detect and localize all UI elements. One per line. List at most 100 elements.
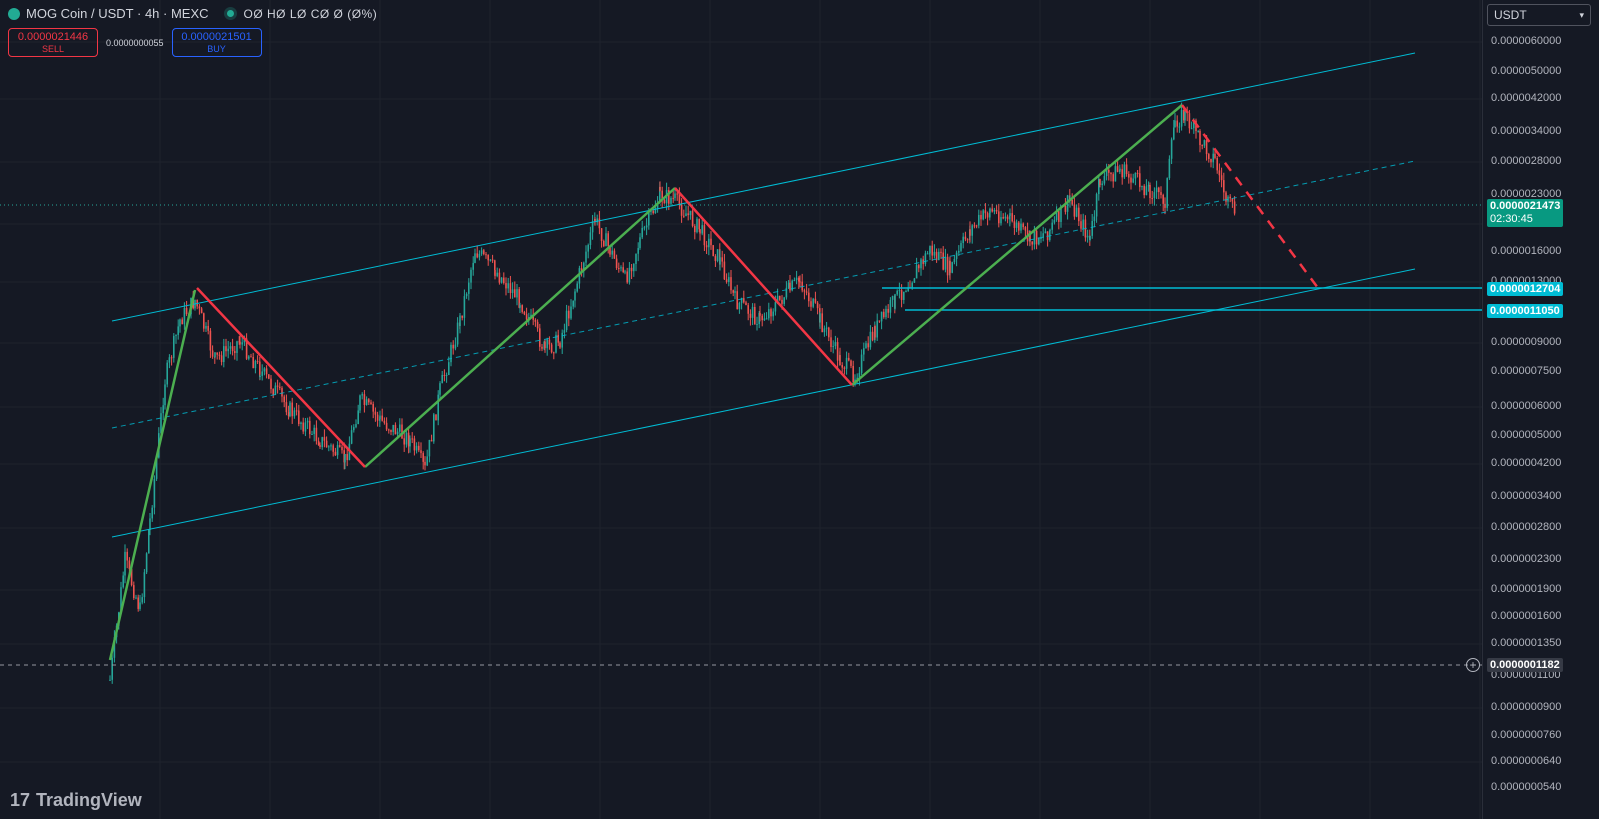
axis-tick-label: 0.0000034000 <box>1491 125 1562 137</box>
candle-body <box>1220 175 1223 181</box>
candle-body <box>485 254 487 256</box>
candle-body <box>223 346 225 363</box>
candle-body <box>887 308 889 313</box>
candle-body <box>1183 109 1185 121</box>
candle-body <box>227 348 229 352</box>
candle-body <box>365 399 368 405</box>
candle-body <box>148 529 150 554</box>
candle-body <box>1110 172 1112 175</box>
impulse-down-line <box>674 187 853 386</box>
axis-tick-label: 0.0000005000 <box>1491 429 1562 441</box>
candle-body <box>1002 217 1004 219</box>
axis-tick-label: 0.0000050000 <box>1491 65 1562 77</box>
candle-body <box>430 439 433 442</box>
candle-body <box>1160 192 1162 195</box>
candle-body <box>183 307 186 325</box>
candle-body <box>576 283 578 292</box>
candle-body <box>1013 221 1016 228</box>
candle-body <box>166 362 168 385</box>
candle-body <box>845 357 848 369</box>
axis-tick-label: 0.0000016000 <box>1491 245 1562 257</box>
candle-body <box>401 424 403 439</box>
candle-body <box>630 267 633 272</box>
candle-body <box>989 208 991 213</box>
candle-body <box>1035 230 1038 245</box>
candle-body <box>1134 172 1137 179</box>
candle-body <box>774 302 777 312</box>
candle-body <box>311 433 313 435</box>
symbol-title[interactable]: MOG Coin / USDT · 4h · MEXC <box>26 6 209 21</box>
candle-body <box>388 429 390 431</box>
candle-body <box>357 410 359 425</box>
candle-body <box>1188 113 1191 129</box>
candle-body <box>745 302 747 306</box>
candle-body <box>470 269 472 283</box>
buy-label: BUY <box>207 43 226 54</box>
candle-body <box>239 341 241 345</box>
sell-label: SELL <box>41 43 65 54</box>
candle-body <box>758 312 760 324</box>
candle-body <box>825 327 828 329</box>
axis-tick-label: 0.0000000540 <box>1491 781 1562 793</box>
candle-body <box>1040 237 1042 239</box>
candle-body <box>200 308 203 314</box>
candle-body <box>763 318 766 321</box>
tradingview-watermark: 17 TradingView <box>10 790 142 810</box>
candle-body <box>476 253 478 258</box>
candle-body <box>765 318 768 320</box>
candle-body <box>1031 241 1033 245</box>
candle-body <box>751 306 754 318</box>
candle-body <box>489 259 492 261</box>
candle-body <box>801 281 803 291</box>
candle-body <box>424 461 426 466</box>
candle-body <box>787 282 790 288</box>
sell-button[interactable]: 0.0000021446 SELL <box>8 28 98 57</box>
axis-tick-label: 0.0000002300 <box>1491 553 1562 565</box>
candle-body <box>203 313 205 329</box>
candle-body <box>980 214 982 220</box>
candle-body <box>521 305 523 312</box>
candle-body <box>231 346 234 352</box>
candle-body <box>624 271 626 273</box>
candle-body <box>951 262 953 273</box>
candle-body <box>518 289 520 308</box>
candle-body <box>969 229 971 236</box>
candle-body <box>546 339 548 349</box>
candle-body <box>407 432 410 447</box>
candle-body <box>459 315 461 327</box>
add-alert-icon[interactable]: + <box>1466 658 1480 672</box>
candle-body <box>1205 140 1208 155</box>
chart-canvas[interactable] <box>0 0 1482 819</box>
sell-price: 0.0000021446 <box>17 30 89 43</box>
candle-body <box>816 302 819 309</box>
candle-body <box>1018 222 1020 231</box>
candle-body <box>252 356 254 369</box>
axis-tick-label: 0.0000042000 <box>1491 92 1562 104</box>
candle-body <box>578 268 581 284</box>
buy-button[interactable]: 0.0000021501 BUY <box>171 28 262 57</box>
candle-body <box>1060 205 1062 222</box>
candle-body <box>940 251 942 253</box>
candle-body <box>832 346 834 348</box>
candle-body <box>783 297 785 304</box>
candle-body <box>768 309 770 319</box>
candle-body <box>1125 164 1128 175</box>
currency-select[interactable]: USDT ▾ <box>1487 4 1591 26</box>
candle-body <box>605 233 607 247</box>
candle-body <box>911 282 913 289</box>
candle-body <box>261 371 263 376</box>
candle-body <box>1168 158 1171 179</box>
price-axis[interactable]: 0.0000060000 0.0000050000 0.0000042000 0.00… <box>1482 0 1599 819</box>
candle-body <box>399 424 401 432</box>
symbol-legend[interactable]: MOG Coin / USDT · 4h · MEXC OØ HØ LØ CØ … <box>8 6 377 21</box>
candle-body <box>1011 213 1013 222</box>
candle-body <box>843 367 846 369</box>
candle-body <box>1064 205 1067 212</box>
candle-body <box>270 378 272 390</box>
candle-body <box>1114 166 1117 182</box>
candle-body <box>344 454 346 463</box>
candle-body <box>1164 203 1166 208</box>
candle-body <box>971 225 973 236</box>
candle-body <box>1053 219 1056 223</box>
candle-body <box>1136 172 1139 174</box>
